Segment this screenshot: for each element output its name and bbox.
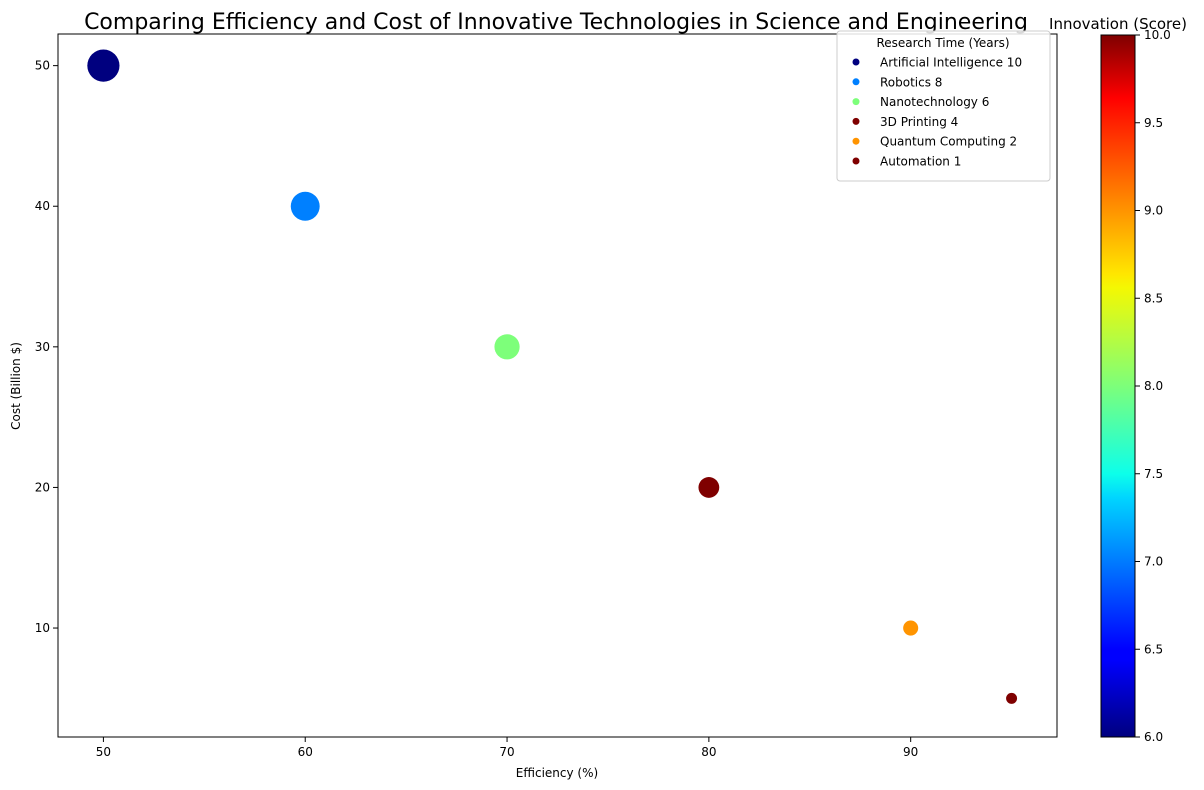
colorbar: Innovation (Score) 6.0 6.5 7.0 7.5 8.0 8.5 9.0… (1049, 15, 1187, 744)
legend-marker (852, 58, 860, 66)
scatter-point (87, 49, 120, 82)
legend-frame (836, 30, 1051, 182)
scatter-points (87, 49, 1018, 704)
scatter-point (698, 477, 720, 498)
colorbar-tick-label: 6.5 (1144, 642, 1163, 656)
colorbar-gradient (1100, 34, 1136, 738)
colorbar-ticks: 6.0 6.5 7.0 7.5 8.0 8.5 9.0 9.5 10.0 (1135, 28, 1171, 744)
legend-label: Robotics 8 (880, 75, 942, 89)
legend-label: Artificial Intelligence 10 (880, 56, 1022, 70)
y-tick-label: 50 (35, 59, 50, 73)
x-tick-label: 90 (903, 745, 918, 759)
x-axis-ticks: 50 60 70 80 90 (96, 737, 918, 759)
legend-marker (852, 78, 860, 86)
legend-title: Research Time (Years) (876, 36, 1009, 50)
x-tick-label: 70 (499, 745, 514, 759)
y-tick-label: 20 (35, 480, 50, 494)
colorbar-tick-label: 8.5 (1144, 291, 1163, 305)
legend-items: Artificial Intelligence 10 Robotics 8 Nano… (852, 56, 1022, 169)
colorbar-tick-label: 10.0 (1144, 28, 1171, 42)
legend: Research Time (Years) Artificial Intelli… (836, 30, 1051, 182)
legend-label: Quantum Computing 2 (880, 135, 1017, 149)
legend-label: Nanotechnology 6 (880, 95, 989, 109)
y-axis-ticks: 10 20 30 40 50 (35, 59, 58, 635)
colorbar-tick-label: 9.0 (1144, 204, 1163, 218)
colorbar-tick-label: 7.0 (1144, 555, 1163, 569)
y-axis-label: Cost (Billion $) (9, 342, 23, 430)
colorbar-tick-label: 9.5 (1144, 116, 1163, 130)
x-tick-label: 50 (96, 745, 111, 759)
colorbar-tick-label: 6.0 (1144, 730, 1163, 744)
x-axis-label: Efficiency (%) (516, 766, 598, 780)
legend-label: 3D Printing 4 (880, 115, 958, 129)
colorbar-tick-label: 8.0 (1144, 379, 1163, 393)
legend-marker (852, 137, 860, 145)
scatter-point (290, 191, 320, 221)
legend-marker (852, 98, 860, 106)
scatter-point (903, 620, 919, 636)
legend-label: Automation 1 (880, 155, 961, 169)
plot-area (57, 33, 1058, 738)
y-tick-label: 30 (35, 340, 50, 354)
legend-marker (852, 157, 860, 165)
colorbar-tick-label: 7.5 (1144, 467, 1163, 481)
scatter-point (1006, 692, 1018, 704)
colorbar-label: Innovation (Score) (1049, 15, 1187, 33)
x-tick-label: 80 (701, 745, 716, 759)
legend-marker (852, 117, 860, 125)
x-tick-label: 60 (298, 745, 313, 759)
y-tick-label: 10 (35, 621, 50, 635)
y-tick-label: 40 (35, 199, 50, 213)
scatter-point (494, 334, 520, 360)
